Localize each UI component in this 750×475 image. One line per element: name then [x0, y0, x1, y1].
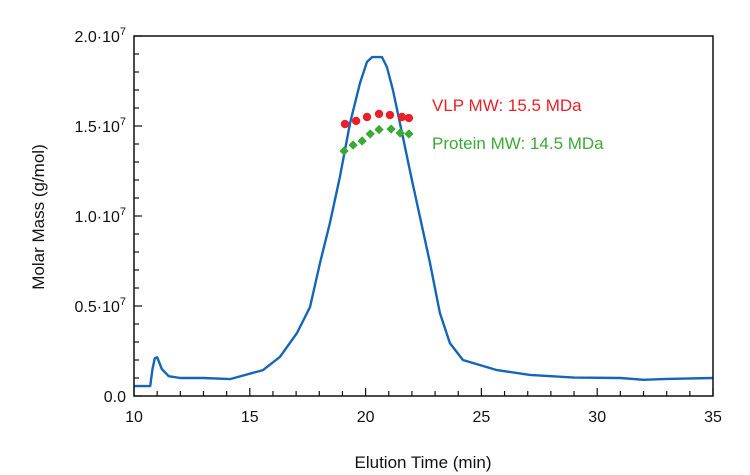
protein-mw-point	[348, 140, 358, 150]
protein-mw-point	[357, 136, 367, 146]
y-tick-label: 1.5·107	[75, 116, 127, 136]
plot-frame	[133, 35, 714, 397]
plot-area	[134, 55, 714, 388]
y-tick-label: 1.0·107	[75, 206, 127, 226]
vlp-mw-point	[374, 109, 384, 119]
x-axis-label: Elution Time (min)	[355, 453, 492, 472]
y-tick-exponent: 7	[120, 206, 126, 218]
vlp-mw-point	[404, 113, 414, 123]
y-tick-mantissa: 0.0	[104, 389, 126, 406]
vlp-mw-point	[351, 116, 361, 126]
y-tick-label: 0.5·107	[75, 296, 127, 316]
y-axis-label: Molar Mass (g/mol)	[29, 144, 48, 289]
protein-mw-point	[374, 124, 384, 135]
x-tick-label: 20	[357, 409, 375, 426]
y-tick-mantissa: 1.0·10	[75, 209, 120, 226]
elution-trace-line	[134, 55, 714, 388]
x-tick-label: 15	[241, 409, 259, 426]
y-tick-exponent: 7	[120, 116, 126, 128]
protein-mw-point	[365, 129, 375, 139]
x-tick-label: 10	[125, 409, 143, 426]
protein-mw-point	[386, 124, 396, 134]
protein-mw-point	[404, 129, 414, 139]
protein-mw-point	[395, 128, 405, 138]
protein-mw-point	[339, 146, 349, 156]
vlp-mw-point	[340, 119, 350, 129]
y-tick-label: 2.0·107	[75, 26, 127, 46]
y-tick-mantissa: 1.5·10	[75, 119, 120, 136]
vlp-mw-point	[397, 112, 407, 122]
axes: 10 15 20 25 30 350.00.5·1071.0·1071.5·1072.0·…	[75, 26, 723, 426]
y-tick-exponent: 7	[120, 26, 126, 38]
x-tick-label: 30	[588, 409, 606, 426]
y-tick-mantissa: 2.0·10	[75, 29, 120, 46]
annotation-vlp-mw: VLP MW: 15.5 MDa	[432, 96, 582, 115]
x-tick-label: 35	[704, 409, 722, 426]
y-tick-exponent: 7	[120, 296, 126, 308]
y-tick-mantissa: 0.5·10	[75, 299, 120, 316]
annotation-protein-mw: Protein MW: 14.5 MDa	[432, 134, 604, 153]
vlp-mw-point	[362, 112, 372, 122]
x-tick-label: 25	[473, 409, 491, 426]
vlp-mw-point	[385, 110, 395, 120]
y-tick-label: 0.0	[104, 389, 126, 406]
